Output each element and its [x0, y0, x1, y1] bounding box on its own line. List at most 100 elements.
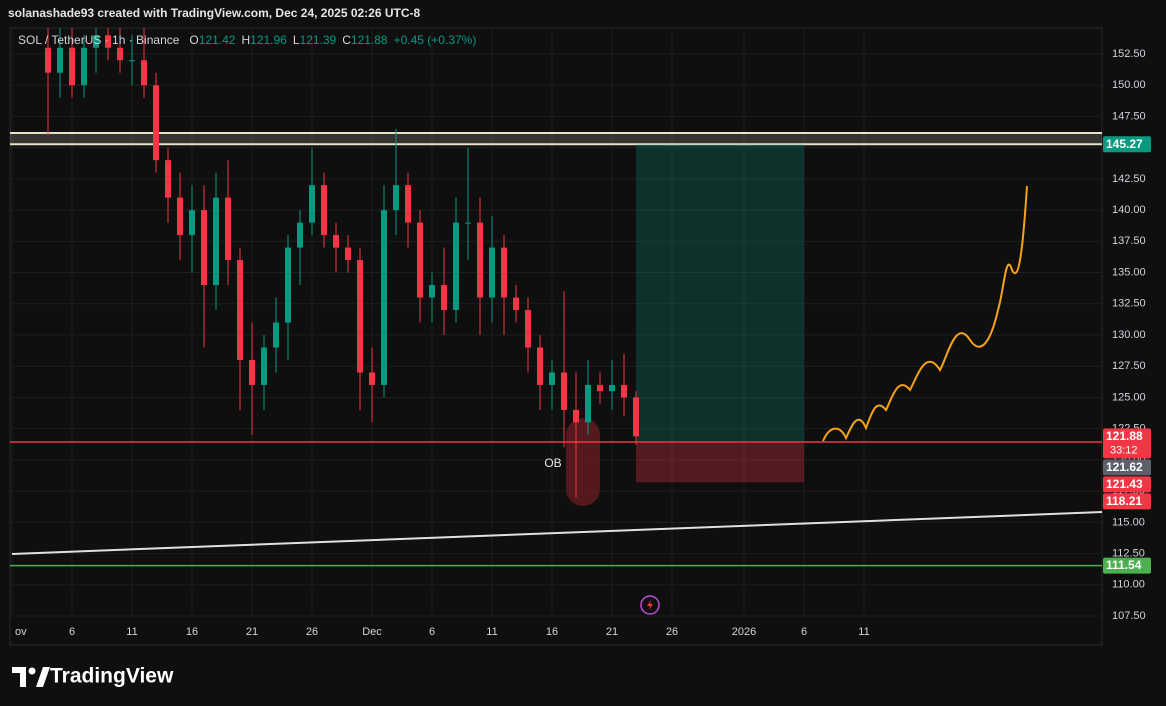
candle-body	[213, 197, 219, 286]
price-label-box	[1103, 459, 1151, 476]
y-tick-label: 147.50	[1112, 110, 1146, 122]
x-tick-label: 11	[126, 626, 137, 638]
ohlc-key: O	[189, 33, 198, 47]
candle-body	[597, 384, 603, 392]
candle-body	[501, 247, 507, 298]
brand-logo	[12, 667, 50, 687]
position-stop	[636, 442, 804, 483]
candle-body	[117, 47, 123, 61]
x-tick-label: 6	[801, 626, 807, 638]
candle-body	[573, 409, 579, 423]
price-label-box	[1103, 493, 1151, 510]
y-tick-label: 125.00	[1112, 391, 1146, 403]
candle-body	[393, 185, 399, 211]
y-tick-label: 112.50	[1112, 547, 1145, 559]
candle-body	[441, 285, 447, 311]
x-tick-label: 26	[306, 626, 318, 638]
candle-body	[141, 60, 147, 86]
plot-area	[9, 27, 1103, 646]
candle-body	[177, 197, 183, 236]
y-tick-label: 115.00	[1112, 516, 1145, 528]
candle-body	[513, 297, 519, 311]
y-tick-label: 142.50	[1112, 173, 1146, 185]
x-tick-label: Dec	[362, 626, 382, 638]
price-label-box	[1103, 557, 1151, 574]
candle-body	[417, 222, 423, 298]
candle-body	[273, 322, 279, 348]
grid	[10, 28, 1102, 617]
ob-highlight	[566, 418, 600, 506]
candle-body	[369, 372, 375, 385]
candle-body	[321, 185, 327, 236]
y-tick-label: 135.00	[1112, 266, 1146, 278]
price-countdown: 33:12	[1110, 444, 1138, 456]
price-label-box	[1103, 476, 1151, 493]
candle-body	[225, 197, 231, 261]
trendline	[11, 511, 1102, 555]
x-tick-label: 11	[486, 626, 497, 638]
candle-body	[453, 222, 459, 311]
candle-body	[249, 359, 255, 385]
candle-body	[477, 222, 483, 298]
x-tick-label: 6	[429, 626, 435, 638]
alert-icon[interactable]	[640, 595, 660, 615]
candle-body	[309, 185, 315, 223]
y-tick-label: 150.00	[1112, 79, 1146, 91]
x-tick-label: 16	[546, 626, 558, 638]
candle-body	[297, 222, 303, 248]
y-tick-label: 132.50	[1112, 298, 1146, 310]
price-label: 111.54	[1106, 558, 1142, 572]
y-tick-label: 152.50	[1112, 48, 1146, 60]
candle-body	[621, 384, 627, 398]
price-label: 121.62	[1106, 460, 1143, 474]
x-tick-label: 11	[858, 626, 869, 638]
x-tick-label: 6	[69, 626, 75, 638]
x-tick-label: 2026	[732, 626, 756, 638]
x-tick-label: 26	[666, 626, 678, 638]
candle-body	[105, 35, 111, 48]
y-tick-label: 137.50	[1112, 235, 1146, 247]
candle-body	[357, 260, 363, 373]
candle-body	[129, 60, 135, 62]
brand: TradingView	[50, 665, 174, 688]
change: +0.45 (+0.37%)	[394, 33, 477, 47]
candle-body	[285, 247, 291, 323]
candle-body	[585, 384, 591, 423]
candle-body	[345, 247, 351, 261]
ohlc-key: C	[342, 33, 351, 47]
ohlc-key: H	[241, 33, 250, 47]
candle-body	[525, 310, 531, 348]
candle-body	[153, 85, 159, 161]
ohlc-value: 121.42	[199, 33, 236, 47]
y-tick-label: 110.00	[1112, 579, 1145, 591]
candle-body	[81, 47, 87, 86]
candle-body	[633, 397, 639, 437]
candle-body	[189, 210, 195, 236]
price-label: 121.43	[1106, 477, 1143, 491]
y-tick-label: 107.50	[1112, 610, 1146, 622]
ohlc-key: L	[293, 33, 300, 47]
candle-body	[261, 347, 267, 385]
plot	[10, 28, 1102, 567]
zone	[10, 133, 1102, 145]
candle-body	[465, 222, 471, 224]
symbol: SOL / TetherUS · 1h · Binance	[18, 33, 180, 47]
candle-body	[57, 47, 63, 73]
x-tick-label: 16	[186, 626, 198, 638]
y-tick-label: 140.00	[1112, 204, 1146, 216]
price-label: 145.27	[1106, 137, 1143, 151]
candle-body	[69, 47, 75, 86]
symbol-legend: SOL / TetherUS · 1h · Binance O121.42 H121…	[18, 33, 476, 47]
x-tick-label: ov	[15, 626, 27, 638]
annotation: OB	[544, 456, 561, 470]
ohlc-value: 121.96	[250, 33, 287, 47]
ohlc-value: 121.88	[351, 33, 388, 47]
projection-path	[822, 185, 1028, 442]
price-label: 118.21	[1106, 494, 1142, 508]
candle-body	[165, 160, 171, 198]
candle-body	[609, 384, 615, 392]
candle-body	[429, 285, 435, 298]
candle-body	[549, 372, 555, 385]
